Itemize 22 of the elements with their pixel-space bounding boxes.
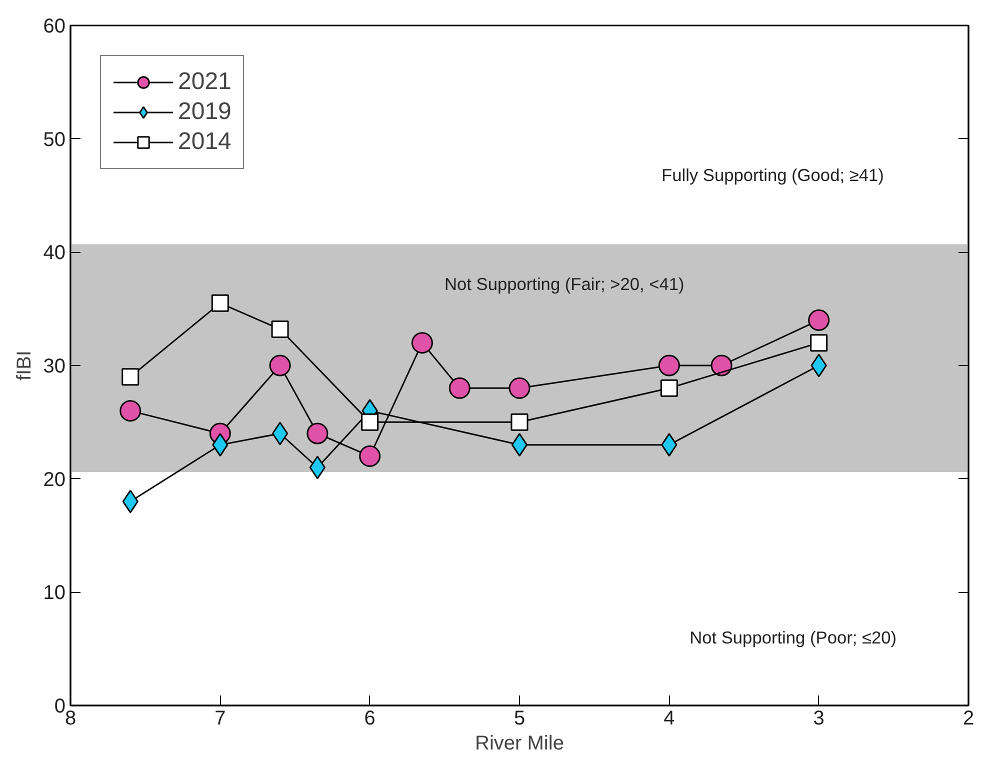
x-tick-label: 5 (514, 708, 526, 730)
x-tick-label: 6 (364, 708, 376, 730)
legend-label: 2019 (178, 98, 232, 126)
annotation: Fully Supporting (Good; ≥41) (662, 165, 884, 186)
x-tick-label: 7 (214, 708, 226, 730)
y-tick-label: 10 (43, 582, 66, 604)
y-tick-label: 50 (43, 128, 66, 151)
y-tick-label: 0 (54, 696, 66, 718)
y-tick-label: 30 (43, 356, 66, 378)
x-tick-label: 3 (813, 708, 824, 730)
annotation: Not Supporting (Poor; ≤20) (690, 628, 897, 648)
legend-label: 2014 (178, 128, 232, 156)
y-axis-title: fIBI (13, 350, 36, 381)
y-tick-label: 40 (43, 242, 66, 264)
y-tick-label: 20 (43, 468, 66, 491)
x-axis-title: River Mile (475, 732, 564, 754)
legend-label: 2021 (178, 68, 232, 96)
x-tick-label: 4 (664, 708, 675, 730)
y-tick-label: 60 (43, 16, 66, 38)
annotation: Not Supporting (Fair; >20, <41) (444, 274, 684, 294)
x-tick-label: 2 (962, 708, 974, 730)
x-tick-label: 8 (64, 708, 76, 730)
